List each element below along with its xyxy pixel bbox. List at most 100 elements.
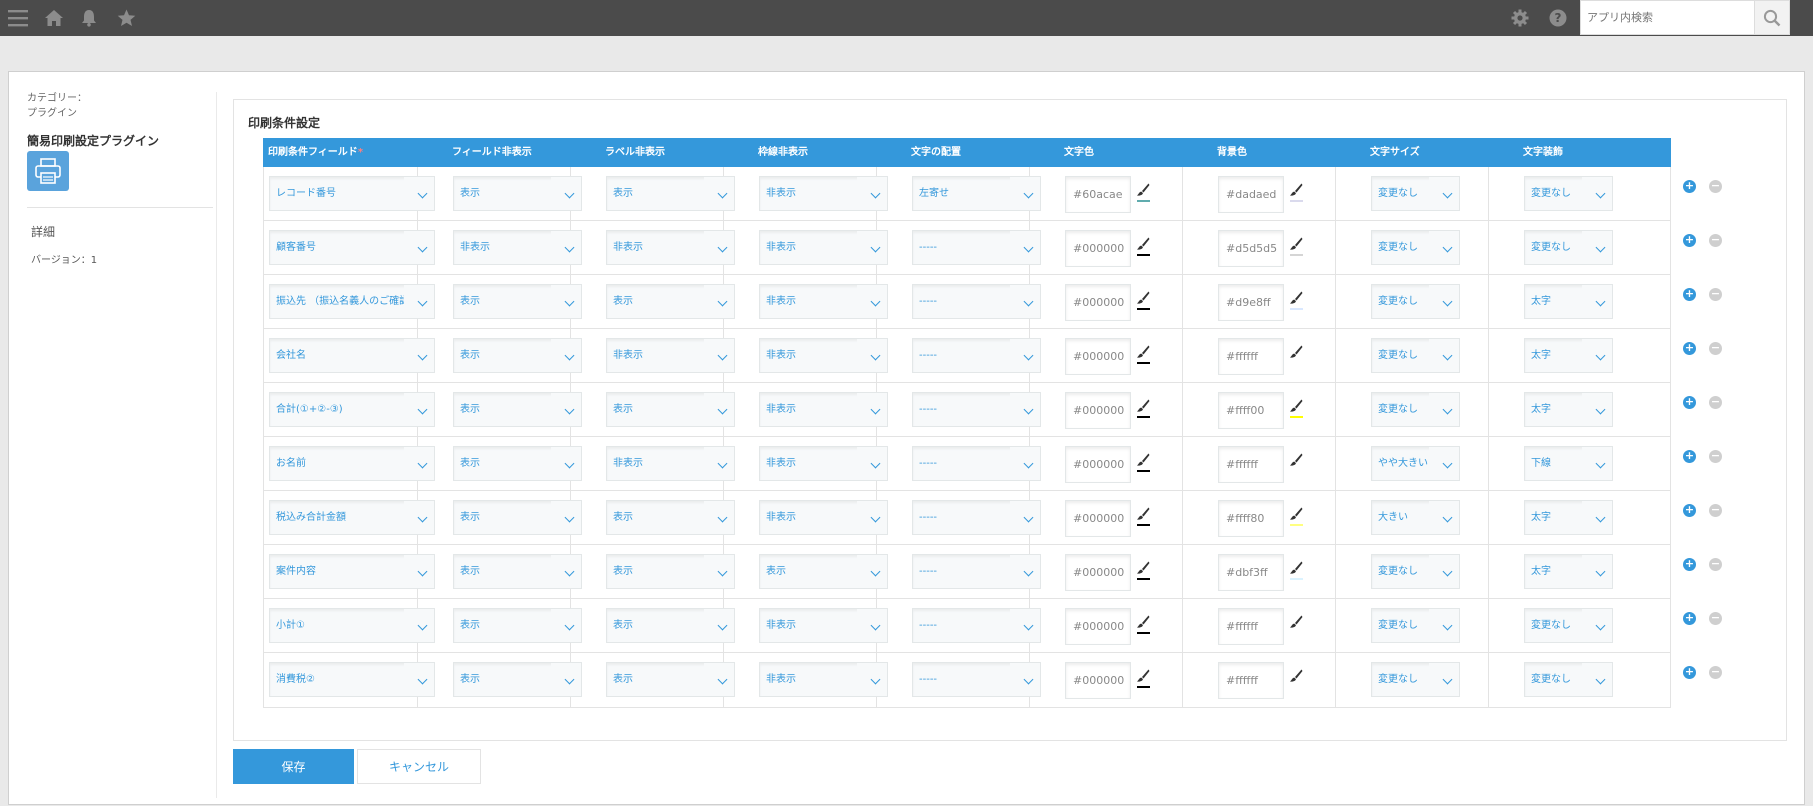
paint-brush-icon[interactable]: [1136, 669, 1152, 689]
border-hide-select[interactable]: 非表示: [759, 446, 888, 481]
detail-link[interactable]: 詳細: [31, 225, 56, 239]
align-select[interactable]: -----: [912, 392, 1041, 427]
field-select[interactable]: 会社名: [269, 338, 435, 373]
border-hide-select[interactable]: 非表示: [759, 662, 888, 697]
font-size-select[interactable]: 変更なし: [1371, 392, 1460, 427]
paint-brush-icon[interactable]: [1289, 237, 1305, 257]
text-color-input[interactable]: #000000: [1065, 662, 1131, 699]
decoration-select[interactable]: 太字: [1524, 392, 1613, 427]
decoration-select[interactable]: 変更なし: [1524, 230, 1613, 265]
font-size-select[interactable]: 変更なし: [1371, 338, 1460, 373]
text-color-input[interactable]: #000000: [1065, 554, 1131, 591]
border-hide-select[interactable]: 表示: [759, 554, 888, 589]
gear-icon[interactable]: [1508, 0, 1532, 36]
bell-icon[interactable]: [77, 0, 101, 36]
decoration-select[interactable]: 下線: [1524, 446, 1613, 481]
decoration-select[interactable]: 太字: [1524, 500, 1613, 535]
add-row-button[interactable]: +: [1683, 557, 1696, 571]
align-select[interactable]: -----: [912, 554, 1041, 589]
bg-color-input[interactable]: #d9e8ff: [1218, 284, 1284, 321]
decoration-select[interactable]: 変更なし: [1524, 176, 1613, 211]
align-select[interactable]: -----: [912, 446, 1041, 481]
font-size-select[interactable]: 変更なし: [1371, 230, 1460, 265]
text-color-input[interactable]: #60acae: [1065, 176, 1131, 213]
text-color-input[interactable]: #000000: [1065, 500, 1131, 537]
field-hide-select[interactable]: 表示: [453, 662, 582, 697]
text-color-input[interactable]: #000000: [1065, 392, 1131, 429]
home-icon[interactable]: [42, 0, 66, 36]
remove-row-button[interactable]: −: [1709, 503, 1722, 517]
add-row-button[interactable]: +: [1683, 179, 1696, 193]
bg-color-input[interactable]: #ffffff: [1218, 662, 1284, 699]
remove-row-button[interactable]: −: [1709, 233, 1722, 247]
align-select[interactable]: -----: [912, 338, 1041, 373]
label-hide-select[interactable]: 表示: [606, 176, 735, 211]
add-row-button[interactable]: +: [1683, 233, 1696, 247]
field-select[interactable]: 顧客番号: [269, 230, 435, 265]
bg-color-input[interactable]: #dbf3ff: [1218, 554, 1284, 591]
paint-brush-icon[interactable]: [1289, 345, 1305, 365]
field-select[interactable]: レコード番号: [269, 176, 435, 211]
help-icon[interactable]: ?: [1546, 0, 1570, 36]
bg-color-input[interactable]: #ffff00: [1218, 392, 1284, 429]
field-hide-select[interactable]: 表示: [453, 284, 582, 319]
paint-brush-icon[interactable]: [1289, 669, 1305, 689]
remove-row-button[interactable]: −: [1709, 341, 1722, 355]
add-row-button[interactable]: +: [1683, 395, 1696, 409]
border-hide-select[interactable]: 非表示: [759, 500, 888, 535]
text-color-input[interactable]: #000000: [1065, 230, 1131, 267]
search-input[interactable]: [1581, 1, 1754, 34]
font-size-select[interactable]: 変更なし: [1371, 608, 1460, 643]
field-hide-select[interactable]: 表示: [453, 176, 582, 211]
add-row-button[interactable]: +: [1683, 611, 1696, 625]
label-hide-select[interactable]: 非表示: [606, 230, 735, 265]
border-hide-select[interactable]: 非表示: [759, 338, 888, 373]
remove-row-button[interactable]: −: [1709, 611, 1722, 625]
field-hide-select[interactable]: 表示: [453, 392, 582, 427]
field-hide-select[interactable]: 表示: [453, 608, 582, 643]
align-select[interactable]: -----: [912, 284, 1041, 319]
label-hide-select[interactable]: 表示: [606, 500, 735, 535]
field-select[interactable]: お名前: [269, 446, 435, 481]
field-select[interactable]: 消費税②: [269, 662, 435, 697]
align-select[interactable]: 左寄せ: [912, 176, 1041, 211]
border-hide-select[interactable]: 非表示: [759, 176, 888, 211]
field-hide-select[interactable]: 表示: [453, 446, 582, 481]
menu-icon[interactable]: [6, 0, 30, 36]
align-select[interactable]: -----: [912, 608, 1041, 643]
decoration-select[interactable]: 太字: [1524, 554, 1613, 589]
remove-row-button[interactable]: −: [1709, 287, 1722, 301]
paint-brush-icon[interactable]: [1289, 561, 1305, 581]
decoration-select[interactable]: 太字: [1524, 338, 1613, 373]
text-color-input[interactable]: #000000: [1065, 446, 1131, 483]
label-hide-select[interactable]: 表示: [606, 608, 735, 643]
paint-brush-icon[interactable]: [1136, 237, 1152, 257]
bg-color-input[interactable]: #d5d5d5: [1218, 230, 1284, 267]
align-select[interactable]: -----: [912, 662, 1041, 697]
paint-brush-icon[interactable]: [1289, 291, 1305, 311]
align-select[interactable]: -----: [912, 500, 1041, 535]
search-button[interactable]: [1755, 0, 1790, 35]
paint-brush-icon[interactable]: [1289, 183, 1305, 203]
cancel-button[interactable]: キャンセル: [357, 749, 481, 784]
star-icon[interactable]: [114, 0, 138, 36]
decoration-select[interactable]: 変更なし: [1524, 662, 1613, 697]
field-select[interactable]: 税込み合計金額: [269, 500, 435, 535]
add-row-button[interactable]: +: [1683, 449, 1696, 463]
remove-row-button[interactable]: −: [1709, 179, 1722, 193]
add-row-button[interactable]: +: [1683, 503, 1696, 517]
border-hide-select[interactable]: 非表示: [759, 392, 888, 427]
label-hide-select[interactable]: 表示: [606, 284, 735, 319]
text-color-input[interactable]: #000000: [1065, 608, 1131, 645]
decoration-select[interactable]: 太字: [1524, 284, 1613, 319]
paint-brush-icon[interactable]: [1136, 453, 1152, 473]
paint-brush-icon[interactable]: [1136, 291, 1152, 311]
paint-brush-icon[interactable]: [1136, 399, 1152, 419]
paint-brush-icon[interactable]: [1289, 453, 1305, 473]
decoration-select[interactable]: 変更なし: [1524, 608, 1613, 643]
label-hide-select[interactable]: 表示: [606, 662, 735, 697]
align-select[interactable]: -----: [912, 230, 1041, 265]
paint-brush-icon[interactable]: [1289, 399, 1305, 419]
field-select[interactable]: 合計(①+②-③): [269, 392, 435, 427]
label-hide-select[interactable]: 非表示: [606, 446, 735, 481]
